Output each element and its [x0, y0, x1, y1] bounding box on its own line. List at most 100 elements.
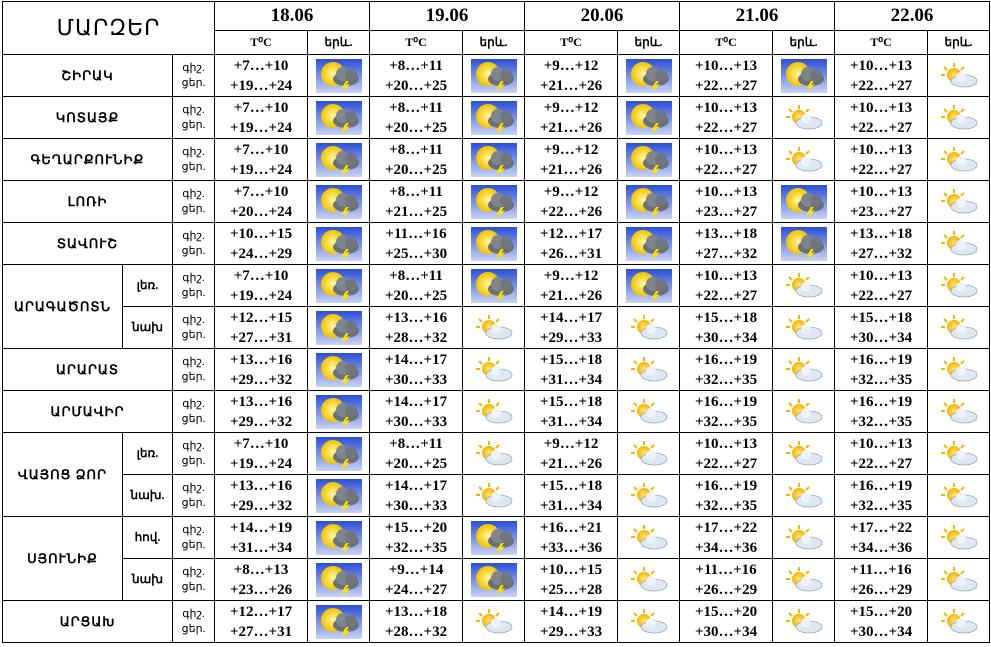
sun-icon	[464, 356, 524, 384]
city-header: երև.	[307, 30, 371, 55]
temp-header: T⁰C	[524, 30, 619, 55]
temperature: +12…+17 +26…+31	[524, 222, 619, 265]
storm-icon	[309, 226, 369, 261]
period-label: գիշ.	[182, 61, 205, 74]
day-temp: +31…+34	[539, 413, 603, 430]
period-label: ցեր.	[181, 160, 206, 173]
day-temp: +27…+31	[229, 329, 293, 346]
day-temp: +21…+26	[539, 455, 603, 472]
night-temp: +10…+13	[849, 435, 913, 452]
night-temp: +7…+10	[233, 183, 289, 200]
night-temp: +8…+11	[389, 435, 443, 452]
weather-icon-cell	[927, 222, 991, 265]
temperature: +10…+13 +22…+27	[834, 96, 929, 139]
day-temp: +22…+27	[694, 455, 758, 472]
temperature: +16…+19 +32…+35	[834, 348, 929, 391]
weather-icon-cell	[617, 558, 681, 601]
region-name: ԱՐԱԳԱԾՈՏՆ	[2, 264, 123, 349]
temperature: +15…+18 +30…+34	[834, 306, 929, 349]
weather-icon-cell	[462, 432, 526, 475]
day-temp: +19…+24	[229, 287, 293, 304]
night-temp: +16…+19	[694, 351, 758, 368]
temperature: +9…+12 +21…+26	[524, 264, 619, 307]
sun-icon	[619, 524, 679, 552]
night-temp: +15…+20	[384, 519, 448, 536]
day-temp: +21…+25	[384, 203, 448, 220]
weather-icon-cell	[772, 432, 836, 475]
subregion: նախ	[122, 306, 173, 349]
day-temp: +30…+34	[694, 329, 758, 346]
night-temp: +8…+13	[233, 561, 289, 578]
weather-icon-cell	[462, 264, 526, 307]
period-labels: գիշ. ցեր.	[171, 390, 216, 433]
storm-icon	[619, 268, 679, 303]
storm-icon	[309, 352, 369, 387]
storm-icon	[464, 142, 524, 177]
day-temp: +30…+34	[849, 623, 913, 640]
temperature: +14…+17 +30…+33	[369, 348, 464, 391]
subregion: հով.	[122, 516, 173, 559]
period-labels: գիշ. ցեր.	[171, 432, 216, 475]
day-temp: +21…+26	[539, 119, 603, 136]
weather-icon-cell	[927, 516, 991, 559]
storm-icon	[309, 394, 369, 429]
period-label: ցեր.	[181, 118, 206, 131]
temperature: +10…+13 +22…+27	[834, 432, 929, 475]
day-temp: +32…+35	[849, 371, 913, 388]
sun-icon	[774, 314, 834, 342]
city-header: երև.	[772, 30, 836, 55]
day-temp: +27…+32	[694, 245, 758, 262]
temperature: +11…+16 +26…+29	[834, 558, 929, 601]
region-row: ԱՐՑԱԽ գիշ. ցեր. +12…+17 +27…+31 +13…+18 +28…+3…	[2, 600, 991, 643]
night-temp: +8…+11	[389, 57, 443, 74]
temperature: +13…+16 +29…+32	[214, 474, 309, 517]
night-temp: +11…+16	[850, 561, 912, 578]
period-labels: գիշ. ցեր.	[171, 516, 216, 559]
period-label: գիշ.	[182, 271, 205, 284]
temperature: +15…+18 +31…+34	[524, 474, 619, 517]
region-name: ՎԱՅՈՑ ՁՈՐ	[2, 432, 123, 517]
sun-icon	[929, 608, 989, 636]
day-temp: +22…+27	[849, 455, 913, 472]
sun-icon	[774, 272, 834, 300]
night-temp: +11…+16	[695, 561, 757, 578]
period-label: գիշ.	[182, 565, 205, 578]
day-temp: +22…+27	[849, 161, 913, 178]
night-temp: +10…+13	[849, 183, 913, 200]
weather-icon-cell	[617, 474, 681, 517]
night-temp: +9…+12	[543, 267, 599, 284]
night-temp: +10…+13	[694, 435, 758, 452]
night-temp: +15…+18	[539, 393, 603, 410]
weather-icon-cell	[462, 390, 526, 433]
sun-icon	[464, 608, 524, 636]
weather-icon-cell	[617, 138, 681, 181]
region-name: ԱՐՄԱՎԻՐ	[2, 390, 173, 433]
storm-icon	[464, 562, 524, 597]
night-temp: +15…+18	[539, 477, 603, 494]
sun-icon	[774, 524, 834, 552]
sun-icon	[929, 314, 989, 342]
night-temp: +7…+10	[233, 141, 289, 158]
day-temp: +28…+32	[384, 623, 448, 640]
temperature: +17…+22 +34…+36	[834, 516, 929, 559]
weather-icon-cell	[307, 306, 371, 349]
temperature: +13…+18 +28…+32	[369, 600, 464, 643]
temperature: +7…+10 +19…+24	[214, 264, 309, 307]
sun-icon	[929, 272, 989, 300]
period-label: գիշ.	[182, 313, 205, 326]
temperature: +16…+21 +33…+36	[524, 516, 619, 559]
day-temp: +29…+32	[229, 413, 293, 430]
sun-icon	[619, 356, 679, 384]
weather-icon-cell	[772, 474, 836, 517]
day-temp: +25…+30	[384, 245, 448, 262]
temperature: +13…+18 +27…+32	[834, 222, 929, 265]
day-temp: +26…+29	[694, 581, 758, 598]
weather-icon-cell	[307, 54, 371, 97]
temperature: +15…+18 +30…+34	[679, 306, 774, 349]
night-temp: +7…+10	[233, 267, 289, 284]
temperature: +16…+19 +32…+35	[679, 474, 774, 517]
region-name: ԱՐԱՐԱՏ	[2, 348, 173, 391]
temperature: +10…+13 +23…+27	[834, 180, 929, 223]
storm-icon	[774, 226, 834, 261]
day-temp: +20…+25	[384, 119, 448, 136]
